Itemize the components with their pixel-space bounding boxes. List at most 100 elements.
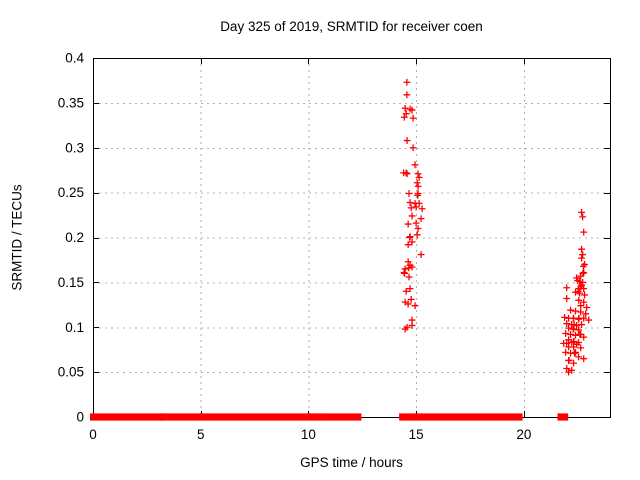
x-tick-label: 20	[516, 427, 531, 442]
data-point-plus	[578, 245, 585, 253]
data-point-plus	[571, 349, 578, 357]
data-point-plus	[412, 219, 420, 227]
y-tick-label: 0.15	[58, 275, 84, 290]
data-point-plus	[563, 284, 571, 292]
tick-labels: 0 5 10 15 20 0 0.05 0.1 0.15 0.2 0.25 0.3 0.35 0.4	[58, 51, 532, 443]
data-point-plus	[585, 316, 593, 324]
data-points-series	[560, 208, 593, 376]
data-point-plus	[561, 313, 568, 321]
gridlines	[93, 58, 610, 417]
y-tick-label: 0.3	[65, 140, 84, 155]
data-points-series	[400, 78, 426, 333]
data-point-plus	[575, 326, 582, 334]
data-point-plus	[417, 251, 425, 258]
data-point-plus	[404, 241, 412, 249]
data-point-plus	[408, 322, 416, 329]
data-point-plus	[576, 331, 584, 338]
data-point-plus	[563, 320, 571, 328]
data-point-plus	[402, 169, 410, 177]
zero-value-segment	[311, 413, 323, 421]
data-point-plus	[573, 322, 581, 329]
zero-value-segment	[160, 413, 315, 421]
data-point-plus	[562, 330, 570, 337]
data-point-plus	[569, 325, 577, 333]
data-point-plus	[567, 331, 574, 338]
data-point-plus	[407, 296, 415, 303]
data-point-plus	[418, 205, 426, 213]
data-point-plus	[582, 310, 590, 318]
data-point-plus	[570, 343, 577, 351]
data-point-plus	[400, 113, 408, 121]
data-point-plus	[406, 199, 414, 206]
x-axis-label: GPS time / hours	[300, 455, 403, 470]
data-point-plus	[411, 161, 419, 169]
data-point-plus	[417, 215, 425, 223]
zero-value-segment	[557, 413, 569, 421]
data-point-plus	[404, 258, 412, 266]
data-point-plus	[565, 324, 573, 332]
data-point-plus	[403, 91, 411, 99]
zero-value-segment	[399, 413, 411, 421]
data-point-plus	[572, 348, 579, 356]
data-point-plus	[405, 264, 413, 272]
data-point-plus	[402, 110, 410, 118]
data-point-plus	[565, 357, 573, 364]
data-point-plus	[580, 333, 588, 341]
y-tick-label: 0.1	[65, 320, 84, 335]
data-point-plus	[403, 137, 411, 144]
data-point-plus	[579, 262, 587, 270]
data-point-plus	[413, 231, 421, 239]
data-point-plus	[577, 302, 585, 310]
data-point-plus	[414, 170, 422, 178]
data-point-plus	[403, 170, 411, 178]
y-tick-label: 0.35	[58, 95, 84, 110]
data-point-plus	[577, 344, 585, 352]
data-point-plus	[413, 179, 421, 187]
data-point-plus	[563, 365, 571, 372]
x-tick-label: 10	[301, 427, 316, 442]
data-point-plus	[580, 298, 588, 306]
data-point-plus	[412, 203, 420, 211]
data-point-plus	[404, 300, 412, 308]
data-point-plus	[409, 144, 417, 152]
chart-title: Day 325 of 2019, SRMTID for receiver coe…	[220, 19, 483, 34]
x-tick-label: 5	[197, 427, 205, 442]
data-point-plus	[575, 353, 582, 361]
x-tick-label: 15	[409, 427, 424, 442]
data-point-plus	[405, 273, 413, 281]
y-tick-label: 0.4	[65, 51, 84, 66]
zero-line-band	[90, 413, 569, 421]
data-point-plus	[581, 291, 588, 299]
data-point-plus	[580, 269, 588, 276]
data-point-plus	[576, 289, 584, 297]
data-point-plus	[401, 270, 408, 277]
data-point-plus	[580, 355, 588, 363]
data-point-plus	[414, 225, 422, 232]
data-point-plus	[570, 359, 577, 367]
y-tick-label: 0	[76, 410, 84, 425]
data-point-plus	[408, 212, 416, 220]
data-point-plus	[572, 331, 579, 339]
y-axis-label: SRMTID / TECUs	[9, 184, 25, 291]
data-point-plus	[404, 220, 412, 228]
data-point-plus	[411, 302, 419, 310]
y-tick-label: 0.25	[58, 185, 84, 200]
data-point-plus	[405, 190, 413, 197]
data-point-plus	[579, 213, 587, 221]
data-point-plus	[414, 191, 422, 199]
data-point-plus	[575, 296, 583, 304]
data-point-plus	[579, 251, 587, 258]
data-point-plus	[580, 228, 588, 236]
data-point-plus	[565, 368, 573, 376]
data-point-plus	[415, 173, 423, 181]
zero-value-segment	[419, 413, 523, 421]
zero-value-segment	[90, 413, 165, 421]
data-point-plus	[406, 285, 414, 293]
data-point-plus	[563, 340, 571, 347]
data-point-plus	[580, 285, 588, 293]
data-point-plus	[562, 348, 570, 356]
data-point-plus	[408, 238, 416, 246]
data-point-plus	[408, 106, 416, 114]
data-point-plus	[583, 304, 591, 311]
